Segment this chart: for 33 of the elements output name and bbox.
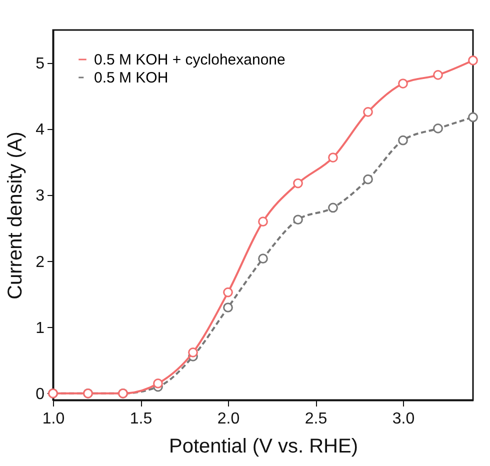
point <box>223 287 233 298</box>
point <box>153 378 163 388</box>
point <box>293 178 303 188</box>
y-tick-label: 1 <box>36 320 45 337</box>
point <box>398 78 408 88</box>
y-tick-label: 3 <box>36 188 45 205</box>
legend-label: 0.5 M KOH <box>94 70 168 86</box>
x-tick-label: 2.0 <box>217 410 240 428</box>
x-tick-label: 1.0 <box>42 410 65 428</box>
point <box>188 348 198 358</box>
point <box>328 202 338 213</box>
y-tick-label: 0 <box>36 386 45 403</box>
point <box>363 174 373 184</box>
y-axis-title: Current density (A) <box>4 132 27 300</box>
x-tick-label: 2.5 <box>304 410 328 428</box>
y-tick-label: 5 <box>36 56 45 73</box>
x-tick-label: 1.5 <box>130 410 152 428</box>
point <box>433 70 443 80</box>
point <box>293 214 303 225</box>
legend-label: 0.5 M KOH + cyclohexanone <box>94 52 286 68</box>
point <box>363 107 373 117</box>
point <box>398 135 408 146</box>
point <box>223 302 233 312</box>
point <box>468 112 478 122</box>
x-tick-label: 3.0 <box>392 410 415 428</box>
x-axis-title: Potential (V vs. RHE) <box>169 436 358 458</box>
point <box>258 216 268 227</box>
point <box>468 55 478 66</box>
point <box>433 124 443 134</box>
y-tick-label: 2 <box>36 254 45 271</box>
y-tick-label: 4 <box>36 122 45 139</box>
point <box>258 254 268 264</box>
point <box>328 152 338 162</box>
